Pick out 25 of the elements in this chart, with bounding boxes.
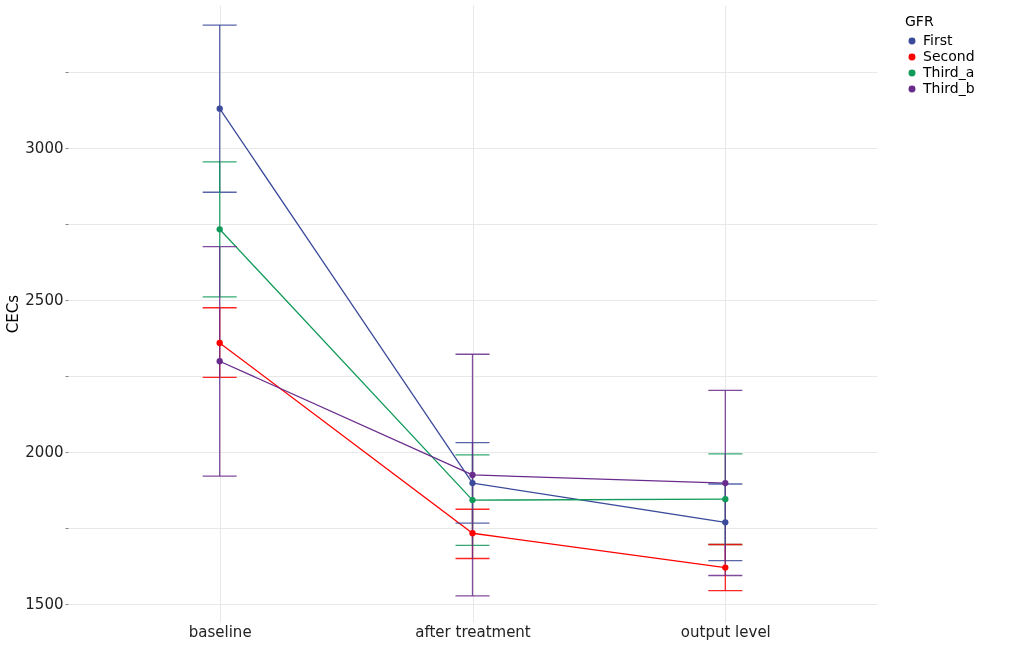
point — [469, 530, 476, 537]
point — [216, 358, 223, 365]
y-tick-label: 2000 — [25, 443, 64, 462]
point — [722, 496, 729, 503]
point — [722, 564, 729, 571]
x-tick-label: baseline — [188, 622, 252, 641]
x-tick-label: after treatment — [415, 622, 531, 641]
y-tick-label: 1500 — [25, 595, 64, 614]
point — [469, 496, 476, 504]
legend-title: GFR — [905, 13, 934, 29]
point — [216, 339, 223, 347]
point — [722, 479, 729, 487]
legend-label: First — [923, 32, 953, 48]
legend-label: Third_a — [922, 64, 975, 80]
y-tick-label: 3000 — [25, 139, 64, 158]
legend-label: Second — [923, 48, 975, 64]
point — [469, 479, 476, 487]
point — [216, 226, 223, 233]
point — [469, 471, 476, 479]
x-tick-label: output level — [680, 622, 771, 641]
y-tick-label: 2500 — [25, 291, 64, 310]
point — [722, 519, 729, 526]
legend-label: Third_b — [922, 80, 975, 96]
y-axis-title: CECs — [4, 294, 23, 334]
point — [216, 105, 223, 112]
